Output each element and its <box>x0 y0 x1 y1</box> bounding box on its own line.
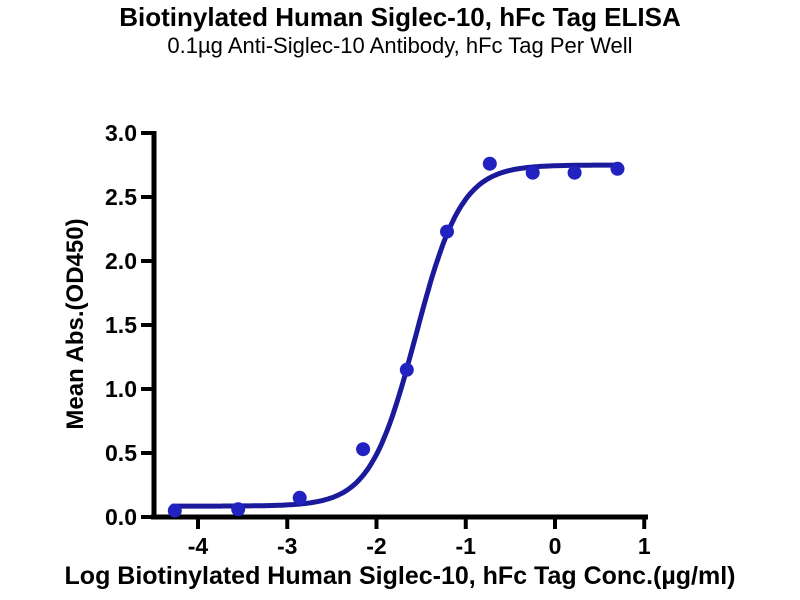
data-point <box>567 165 582 180</box>
x-tick-label: 0 <box>549 533 562 559</box>
y-tick-label: 0.5 <box>105 440 137 466</box>
data-point <box>610 161 625 176</box>
data-points <box>167 156 625 518</box>
y-tick-label: 0.0 <box>105 504 137 530</box>
data-point <box>399 362 414 377</box>
tick-labels: 0.0 0.5 1.0 1.5 2.0 2.5 3.0 -4 -3 -2 -1 0 1 <box>105 120 651 559</box>
y-tick-label: 2.0 <box>105 248 137 274</box>
data-point <box>231 502 246 517</box>
x-axis-label: Log Biotinylated Human Siglec-10, hFc Ta… <box>64 562 736 590</box>
data-point <box>167 503 182 518</box>
y-tick-label: 1.5 <box>105 312 137 338</box>
x-tick-label: -3 <box>277 533 297 559</box>
y-tick-label: 1.0 <box>105 376 137 402</box>
x-tick-label: -4 <box>188 533 209 559</box>
chart-title: Biotinylated Human Siglec-10, hFc Tag EL… <box>119 2 681 32</box>
y-tick-label: 2.5 <box>105 184 137 210</box>
x-tick-label: 1 <box>638 533 651 559</box>
data-point <box>482 156 497 171</box>
data-point <box>356 442 371 457</box>
data-point <box>525 165 540 180</box>
x-tick-label: -1 <box>456 533 477 559</box>
data-point <box>292 490 307 505</box>
chart-subtitle: 0.1µg Anti-Siglec-10 Antibody, hFc Tag P… <box>167 33 633 58</box>
axes <box>151 131 648 520</box>
tick-marks <box>141 131 647 529</box>
data-point <box>440 224 454 239</box>
fit-curve <box>170 162 620 509</box>
y-tick-label: 3.0 <box>105 120 137 146</box>
x-tick-label: -2 <box>366 533 386 559</box>
